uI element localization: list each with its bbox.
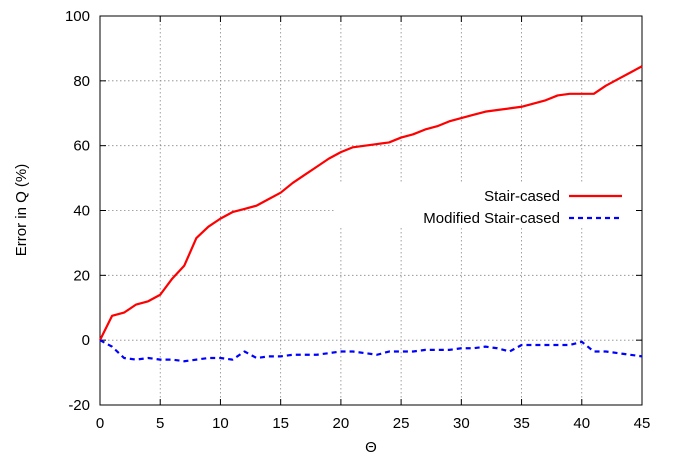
x-tick-label: 15 [272, 415, 289, 432]
series-line-modified-stair-cased [99, 339, 643, 363]
legend-label-stair-cased: Stair-cased [484, 188, 560, 205]
x-tick-label: 30 [453, 415, 470, 432]
x-tick-label: 10 [212, 415, 229, 432]
x-tick-label: 35 [513, 415, 530, 432]
legend-background [336, 184, 636, 228]
grid [100, 16, 642, 405]
x-tick-label: 40 [573, 415, 590, 432]
series-line-stair-cased [99, 65, 643, 341]
x-tick-label: 5 [156, 415, 164, 432]
y-tick-label: 40 [73, 203, 90, 220]
y-tick-label: 60 [73, 138, 90, 155]
legend: Stair-cased Modified Stair-cased [336, 184, 636, 228]
series-lines [99, 65, 643, 363]
y-tick-label: 80 [73, 73, 90, 90]
axis-ticks: 0 5 10 15 20 25 30 35 40 45 -20 0 20 40 60 80 100 [65, 8, 650, 432]
y-tick-label: 100 [65, 8, 90, 25]
legend-label-modified-stair-cased: Modified Stair-cased [423, 210, 560, 227]
x-tick-label: 20 [333, 415, 350, 432]
y-tick-label: -20 [68, 397, 90, 414]
y-axis-label: Error in Q (%) [13, 164, 30, 257]
x-tick-label: 25 [393, 415, 410, 432]
y-tick-label: 0 [82, 332, 90, 349]
x-tick-label: 45 [634, 415, 651, 432]
x-axis-label: Θ [365, 439, 377, 456]
y-tick-label: 20 [73, 267, 90, 284]
x-tick-label: 0 [96, 415, 104, 432]
